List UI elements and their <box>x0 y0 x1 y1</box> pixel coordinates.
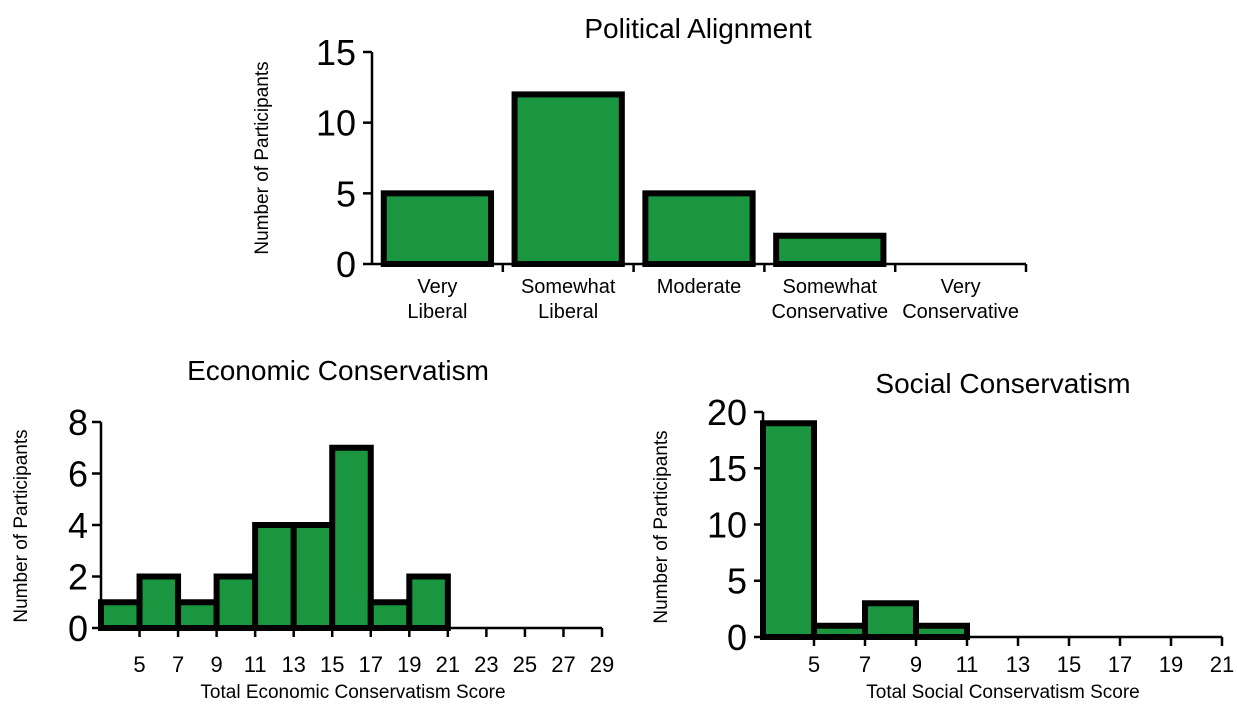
y-tick-label: 5 <box>727 561 747 602</box>
x-tick-label: 7 <box>172 652 184 677</box>
y-axis-label: Number of Participants <box>651 430 672 623</box>
economic-conservatism-chart: Economic Conservatism Number of Particip… <box>11 355 614 703</box>
bar <box>136 573 182 631</box>
x-tick-label: 29 <box>590 652 614 677</box>
bar <box>290 522 336 631</box>
bar <box>511 91 625 268</box>
y-tick-label: 10 <box>316 103 356 144</box>
political-alignment-chart: Political Alignment Number of Participan… <box>252 13 1028 323</box>
bar <box>811 622 868 640</box>
x-tick-label: 15 <box>320 652 344 677</box>
bar <box>329 444 374 631</box>
bar <box>175 599 220 631</box>
bar <box>252 522 297 631</box>
y-axis-label: Number of Participants <box>252 61 273 254</box>
x-tick-label: 9 <box>910 652 922 677</box>
y-axis-label: Number of Participants <box>11 429 32 622</box>
x-tick-label: Somewhat <box>783 276 878 298</box>
x-tick-label: 21 <box>436 652 460 677</box>
x-tick-label: 5 <box>133 652 145 677</box>
y-tick-label: 6 <box>68 453 88 494</box>
bar <box>773 232 887 268</box>
x-tick-label: Somewhat <box>521 276 616 298</box>
y-tick-label: 0 <box>68 608 88 649</box>
bar <box>760 420 817 640</box>
x-tick-label: 11 <box>956 652 979 677</box>
x-tick-label: 19 <box>397 652 421 677</box>
y-tick-label: 0 <box>727 617 747 658</box>
chart-title: Social Conservatism <box>875 368 1130 399</box>
x-tick-label: Conservative <box>771 301 888 323</box>
x-axis-label: Total Social Conservatism Score <box>866 682 1140 703</box>
bar <box>380 190 495 267</box>
x-tick-label: 27 <box>551 652 575 677</box>
x-tick-label: 9 <box>210 652 222 677</box>
x-tick-label: 17 <box>1108 652 1132 677</box>
bar <box>367 599 413 631</box>
x-tick-label: Liberal <box>538 301 598 323</box>
x-tick-label: Conservative <box>902 301 1019 323</box>
y-tick-label: 15 <box>316 32 356 73</box>
bar <box>98 599 143 631</box>
bar <box>213 573 259 631</box>
y-tick-label: 10 <box>707 504 747 545</box>
x-tick-label: 5 <box>808 652 820 677</box>
x-tick-label: 11 <box>244 652 267 677</box>
x-tick-label: 19 <box>1159 652 1183 677</box>
x-tick-label: 15 <box>1057 652 1081 677</box>
x-tick-label: 13 <box>281 652 305 677</box>
x-axis-label: Total Economic Conservatism Score <box>200 682 505 703</box>
x-tick-label: 13 <box>1006 652 1030 677</box>
chart-title: Political Alignment <box>584 13 811 44</box>
x-tick-label: 25 <box>513 652 537 677</box>
x-tick-label: Moderate <box>657 276 742 298</box>
y-tick-label: 8 <box>68 402 88 443</box>
y-tick-label: 15 <box>707 448 747 489</box>
x-tick-label: 7 <box>859 652 871 677</box>
y-tick-label: 0 <box>336 244 356 285</box>
x-tick-label: Liberal <box>407 301 467 323</box>
social-conservatism-chart: Social Conservatism Number of Participan… <box>651 368 1234 703</box>
bar <box>642 190 756 267</box>
bar <box>862 600 919 640</box>
bar <box>406 573 451 631</box>
x-tick-label: Very <box>417 276 457 298</box>
x-tick-label: 17 <box>359 652 383 677</box>
y-tick-label: 5 <box>336 173 356 214</box>
x-tick-label: Very <box>941 276 981 298</box>
y-tick-label: 20 <box>707 392 747 433</box>
y-tick-label: 4 <box>68 505 88 546</box>
bar <box>913 622 970 640</box>
x-tick-label: 23 <box>474 652 498 677</box>
x-tick-label: 21 <box>1210 652 1234 677</box>
chart-title: Economic Conservatism <box>187 355 489 386</box>
y-tick-label: 2 <box>68 556 88 597</box>
